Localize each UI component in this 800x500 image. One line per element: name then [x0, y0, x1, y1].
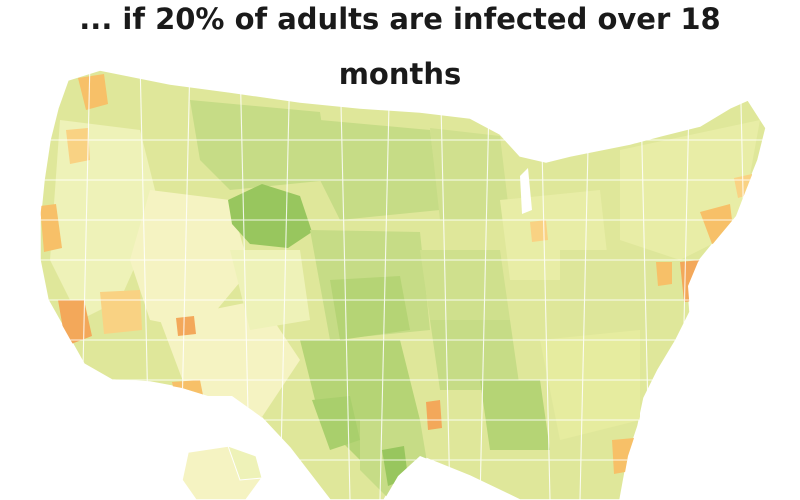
- region-dakotas: [320, 120, 440, 220]
- region-minnesota: [430, 128, 510, 220]
- map-title: ... if 20% of adults are infected over 1…: [0, 0, 800, 92]
- hotspot-denver: [176, 316, 196, 336]
- map-title-line-2: months: [338, 57, 462, 91]
- region-kansas-dark: [330, 276, 410, 340]
- hotspot-southwest-az: [172, 380, 204, 402]
- hotspot-atlanta: [426, 400, 442, 430]
- region-missouri: [420, 250, 510, 320]
- hotspot-portland: [66, 128, 90, 164]
- region-mississippi-dark: [480, 380, 550, 450]
- region-wyoming-dark: [228, 184, 312, 248]
- region-montana: [190, 100, 330, 190]
- region-utah-pale: [230, 250, 310, 330]
- hotspot-seattle: [78, 74, 108, 110]
- alaska-subregion: [227, 445, 263, 481]
- region-arkansas: [430, 320, 520, 390]
- hotspot-chicago: [530, 220, 548, 242]
- hotspot-bay-area: [40, 204, 62, 252]
- map-title-line-1: ... if 20% of adults are infected over 1…: [79, 2, 721, 36]
- hotspot-virginia: [656, 262, 672, 286]
- region-southeast: [540, 330, 640, 440]
- hotspot-phoenix: [100, 290, 142, 334]
